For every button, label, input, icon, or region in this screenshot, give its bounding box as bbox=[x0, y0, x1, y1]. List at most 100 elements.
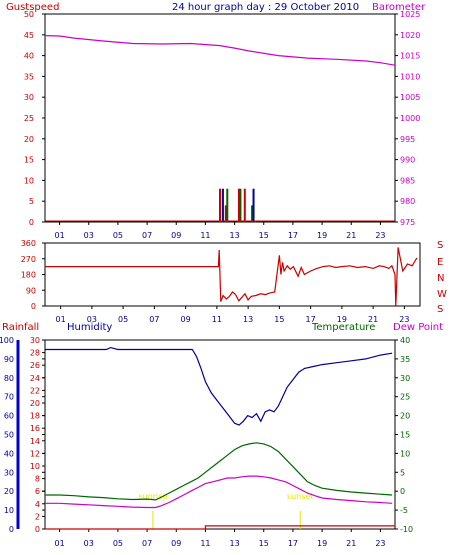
compass-label-bottom: S bbox=[437, 304, 443, 315]
compass-label-top: S bbox=[437, 240, 443, 251]
humidity-y-tick-label: 60 bbox=[4, 412, 14, 421]
temperature-y-tick-label: 25 bbox=[400, 393, 410, 402]
gustspeed-axis-label: Gustspeed bbox=[6, 2, 59, 13]
barometer-y-tick-label: 1000 bbox=[400, 114, 420, 123]
gust-y-tick-label: 35 bbox=[24, 72, 34, 81]
barometer-y-tick-label: 1005 bbox=[400, 93, 420, 102]
compass-label-north: N bbox=[437, 273, 444, 284]
humidity-y-tick-label: 80 bbox=[4, 374, 14, 383]
humidity-y-tick-label: 0 bbox=[9, 525, 14, 534]
rainfall-y-tick-label: 28 bbox=[30, 349, 40, 358]
sunset-label: sunset bbox=[287, 492, 314, 501]
bottom-x-tick-label: 11 bbox=[200, 539, 210, 548]
temperature-y-tick-label: 0 bbox=[400, 487, 405, 496]
bottom-x-tick-label: 13 bbox=[229, 539, 239, 548]
humidity-y-tick-label: 70 bbox=[4, 393, 14, 402]
sun-markers: sunrise sunset bbox=[138, 492, 313, 501]
bottom-x-tick-label: 01 bbox=[54, 539, 64, 548]
rainfall-y-tick-label: 4 bbox=[35, 500, 40, 509]
humidity-y-tick-label: 100 bbox=[0, 336, 14, 345]
bottom-x-tick-label: 07 bbox=[142, 539, 152, 548]
barometer-y-tick-label: 985 bbox=[400, 176, 415, 185]
temperature-y-tick-label: 30 bbox=[400, 374, 410, 383]
top-x-tick-label: 11 bbox=[200, 231, 210, 240]
temperature-y-tick-label: -10 bbox=[400, 525, 413, 534]
rainfall-y-tick-label: 6 bbox=[35, 487, 40, 496]
rainfall-y-tick-label: 26 bbox=[30, 361, 40, 370]
dewpoint-axis-label: Dew Point bbox=[393, 322, 443, 333]
gust-y-tick-label: 40 bbox=[24, 52, 34, 61]
barometer-y-tick-label: 1010 bbox=[400, 72, 420, 81]
temperature-y-tick-label: 40 bbox=[400, 336, 410, 345]
humidity-y-tick-label: 30 bbox=[4, 468, 14, 477]
top-x-tick-label: 15 bbox=[259, 231, 269, 240]
dewpoint-line bbox=[45, 475, 393, 509]
graph-title: 24 hour graph day : 29 October 2010 bbox=[172, 2, 359, 13]
wind-x-tick-label: 13 bbox=[243, 315, 253, 324]
compass-label-west: W bbox=[437, 289, 447, 300]
rainfall-y-tick-label: 30 bbox=[30, 336, 40, 345]
rainfall-y-tick-label: 24 bbox=[30, 374, 40, 383]
top-x-tick-label: 07 bbox=[142, 231, 152, 240]
gust-y-tick-label: 45 bbox=[24, 31, 34, 40]
top-x-tick-label: 21 bbox=[346, 231, 356, 240]
temperature-y-tick-label: 10 bbox=[400, 449, 410, 458]
top-x-tick-label: 09 bbox=[171, 231, 181, 240]
top-x-tick-label: 23 bbox=[375, 231, 385, 240]
gust-y-tick-label: 10 bbox=[24, 176, 34, 185]
temperature-y-tick-label: -5 bbox=[400, 506, 408, 515]
humidity-y-tick-label: 50 bbox=[4, 431, 14, 440]
rainfall-y-tick-label: 20 bbox=[30, 399, 40, 408]
humidity-axis-label: Humidity bbox=[67, 322, 112, 333]
rainfall-line bbox=[45, 525, 395, 530]
wind-x-tick-label: 15 bbox=[274, 315, 284, 324]
rainfall-y-tick-label: 10 bbox=[30, 462, 40, 471]
rainfall-y-tick-label: 18 bbox=[30, 412, 40, 421]
gust-y-tick-label: 0 bbox=[29, 218, 34, 227]
rainfall-axis-label: Rainfall bbox=[2, 322, 39, 333]
barometer-axis-label: Barometer bbox=[372, 2, 426, 13]
bottom-x-tick-label: 23 bbox=[375, 539, 385, 548]
bottom-x-tick-label: 21 bbox=[346, 539, 356, 548]
gust-y-tick-label: 20 bbox=[24, 135, 34, 144]
wind-x-tick-label: 23 bbox=[399, 315, 409, 324]
wind-x-tick-label: 21 bbox=[368, 315, 378, 324]
wind-x-tick-label: 03 bbox=[87, 315, 97, 324]
rainfall-y-tick-label: 2 bbox=[35, 512, 40, 521]
temperature-y-tick-label: 35 bbox=[400, 355, 410, 364]
bottom-x-tick-label: 09 bbox=[171, 539, 181, 548]
bottom-x-tick-label: 05 bbox=[113, 539, 123, 548]
barometer-y-tick-label: 1020 bbox=[400, 31, 420, 40]
wind-x-tick-label: 17 bbox=[306, 315, 316, 324]
wind-x-tick-label: 05 bbox=[118, 315, 128, 324]
top-x-tick-label: 03 bbox=[84, 231, 94, 240]
humidity-line bbox=[45, 346, 393, 426]
barometer-line bbox=[44, 35, 396, 66]
gust-y-tick-label: 15 bbox=[24, 156, 34, 165]
humidity-y-tick-label: 20 bbox=[4, 487, 14, 496]
barometer-y-tick-label: 1015 bbox=[400, 52, 420, 61]
wind-direction-y-tick-label: 0 bbox=[31, 302, 36, 311]
gust-y-tick-label: 25 bbox=[24, 114, 34, 123]
temperature-axis-label: Temperature bbox=[311, 322, 375, 333]
temperature-y-tick-label: 5 bbox=[400, 468, 405, 477]
barometer-y-tick-label: 980 bbox=[400, 197, 415, 206]
wind-direction-y-tick-label: 180 bbox=[21, 271, 36, 280]
gust-y-tick-label: 50 bbox=[24, 10, 34, 19]
sunrise-label: sunrise bbox=[138, 492, 167, 501]
axis-ticks: 01 03 05 07 09 11 13 15 17 19 21 230510152025303540… bbox=[0, 10, 420, 548]
bottom-x-tick-label: 19 bbox=[317, 539, 327, 548]
top-x-tick-label: 17 bbox=[288, 231, 298, 240]
barometer-y-tick-label: 990 bbox=[400, 156, 415, 165]
top-x-tick-label: 01 bbox=[54, 231, 64, 240]
barometer-y-tick-label: 975 bbox=[400, 218, 415, 227]
temperature-y-tick-label: 15 bbox=[400, 431, 410, 440]
rainfall-y-tick-label: 0 bbox=[35, 525, 40, 534]
top-x-tick-label: 05 bbox=[113, 231, 123, 240]
compass-label-east: E bbox=[437, 257, 443, 268]
wind-direction-y-tick-label: 90 bbox=[26, 286, 36, 295]
bottom-x-tick-label: 15 bbox=[259, 539, 269, 548]
humidity-y-tick-label: 90 bbox=[4, 355, 14, 364]
